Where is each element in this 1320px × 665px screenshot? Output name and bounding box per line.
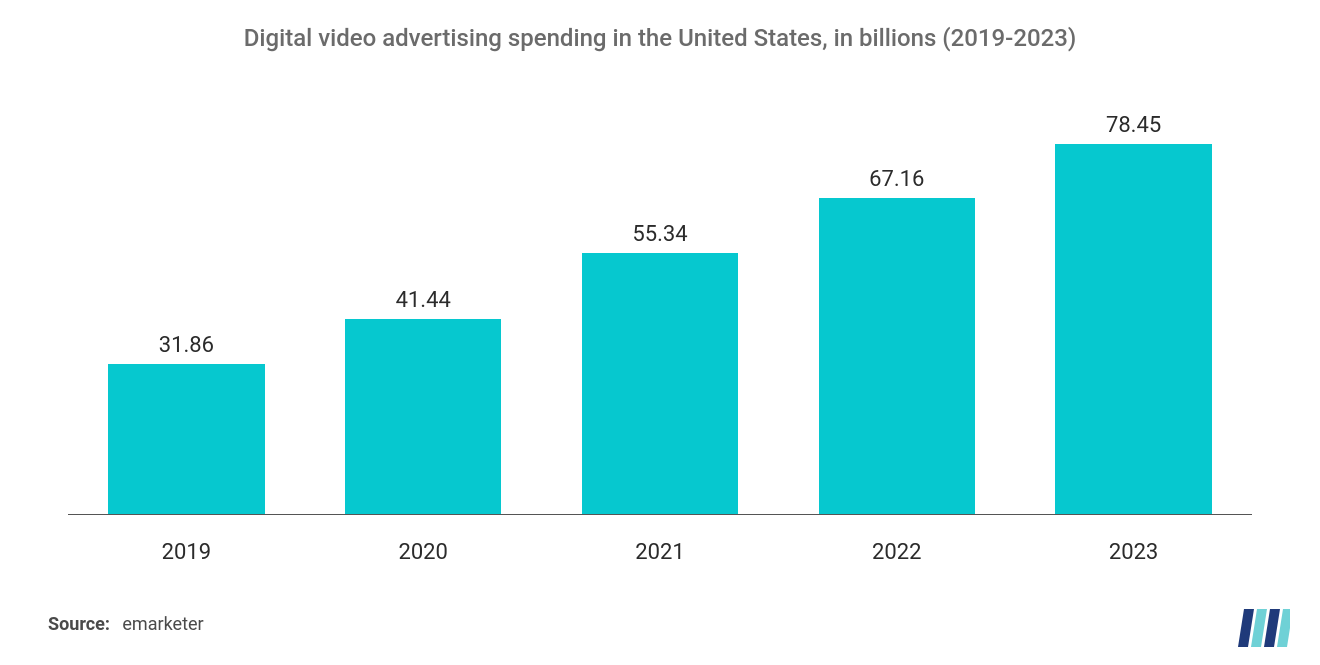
source-value: emarketer (122, 614, 203, 635)
bar-slot: 31.86 (68, 90, 305, 514)
x-axis-label: 2021 (542, 540, 779, 565)
bar-value-label: 55.34 (632, 222, 687, 247)
bar-value-label: 78.45 (1106, 113, 1161, 138)
chart-title: Digital video advertising spending in th… (0, 0, 1320, 60)
bar-rect (819, 198, 975, 514)
brand-logo (1238, 609, 1290, 647)
bar-slot: 67.16 (778, 90, 1015, 514)
chart-container: Digital video advertising spending in th… (0, 0, 1320, 665)
bar-slot: 78.45 (1015, 90, 1252, 514)
x-axis-labels: 20192020202120222023 (68, 540, 1252, 565)
source-line: Source: emarketer (48, 614, 204, 635)
x-axis-label: 2023 (1015, 540, 1252, 565)
plot-area: 31.86 41.44 55.34 67.16 78.45 (68, 90, 1252, 515)
bar-rect (582, 253, 738, 514)
bar-rect (1055, 144, 1211, 514)
bar-slot: 55.34 (542, 90, 779, 514)
bar-rect (108, 364, 264, 514)
x-axis-label: 2020 (305, 540, 542, 565)
x-axis-label: 2022 (778, 540, 1015, 565)
x-axis-label: 2019 (68, 540, 305, 565)
bar-value-label: 67.16 (869, 167, 924, 192)
bars-group: 31.86 41.44 55.34 67.16 78.45 (68, 90, 1252, 514)
source-label: Source: (48, 614, 110, 635)
bar-slot: 41.44 (305, 90, 542, 514)
bar-rect (345, 319, 501, 514)
bar-value-label: 41.44 (396, 288, 451, 313)
bar-value-label: 31.86 (159, 333, 214, 358)
